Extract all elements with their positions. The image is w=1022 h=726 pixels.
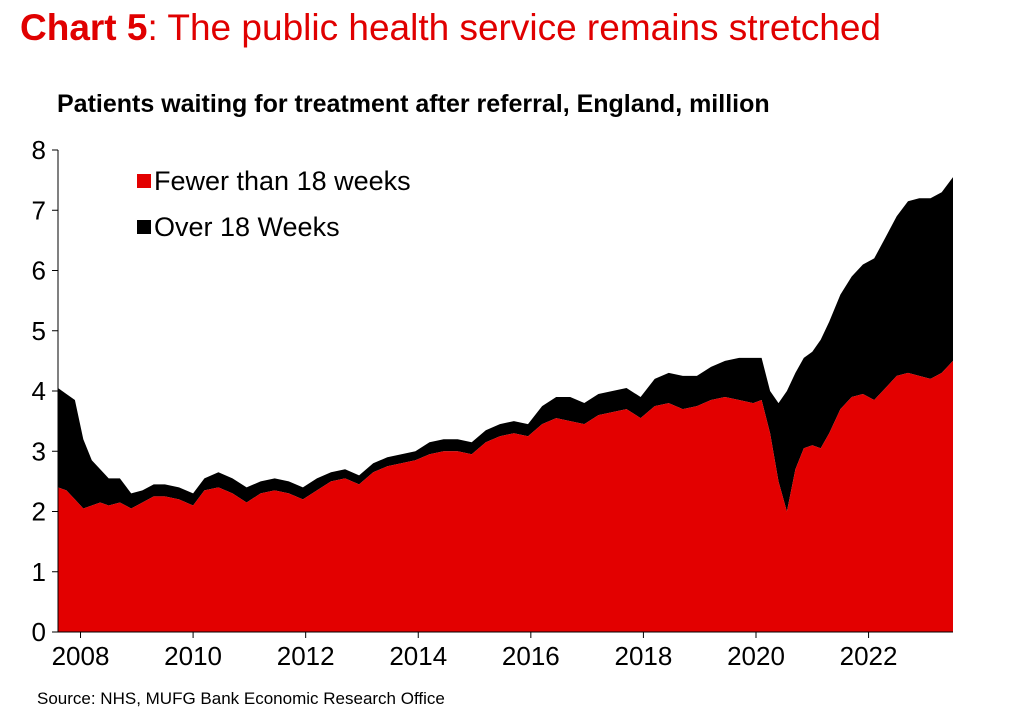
series-fewer-than-18-weeks: [58, 360, 953, 632]
x-tick-label: 2018: [614, 641, 672, 671]
legend-swatch: [137, 220, 151, 234]
x-tick-label: 2016: [502, 641, 560, 671]
x-tick-label: 2022: [840, 641, 898, 671]
y-tick-label: 4: [32, 376, 46, 406]
legend-swatch: [137, 174, 151, 188]
legend-label: Over 18 Weeks: [154, 212, 340, 242]
x-tick-label: 2020: [727, 641, 785, 671]
y-tick-label: 3: [32, 436, 46, 466]
y-tick-label: 2: [32, 497, 46, 527]
legend-label: Fewer than 18 weeks: [154, 166, 411, 196]
x-tick-label: 2012: [277, 641, 335, 671]
chart-number: Chart 5: [20, 7, 148, 48]
page-title: Chart 5: The public health service remai…: [20, 6, 881, 50]
y-tick-label: 1: [32, 557, 46, 587]
x-tick-label: 2010: [164, 641, 222, 671]
chart-area: 0 1 2 3 4 5 6 7 8 2008 2010 2012 2014 2016 2018 2020 202…: [32, 135, 953, 671]
chart-title: Patients waiting for treatment after ref…: [57, 90, 770, 118]
x-tick-label: 2014: [389, 641, 447, 671]
source-note: Source: NHS, MUFG Bank Economic Research…: [37, 689, 445, 708]
y-tick-label: 6: [32, 256, 46, 286]
y-tick-label: 5: [32, 316, 46, 346]
y-tick-label: 7: [32, 195, 46, 225]
x-tick-label: 2008: [52, 641, 110, 671]
y-tick-label: 8: [32, 135, 46, 165]
y-tick-label: 0: [32, 617, 46, 647]
title-text: : The public health service remains stre…: [147, 7, 881, 48]
